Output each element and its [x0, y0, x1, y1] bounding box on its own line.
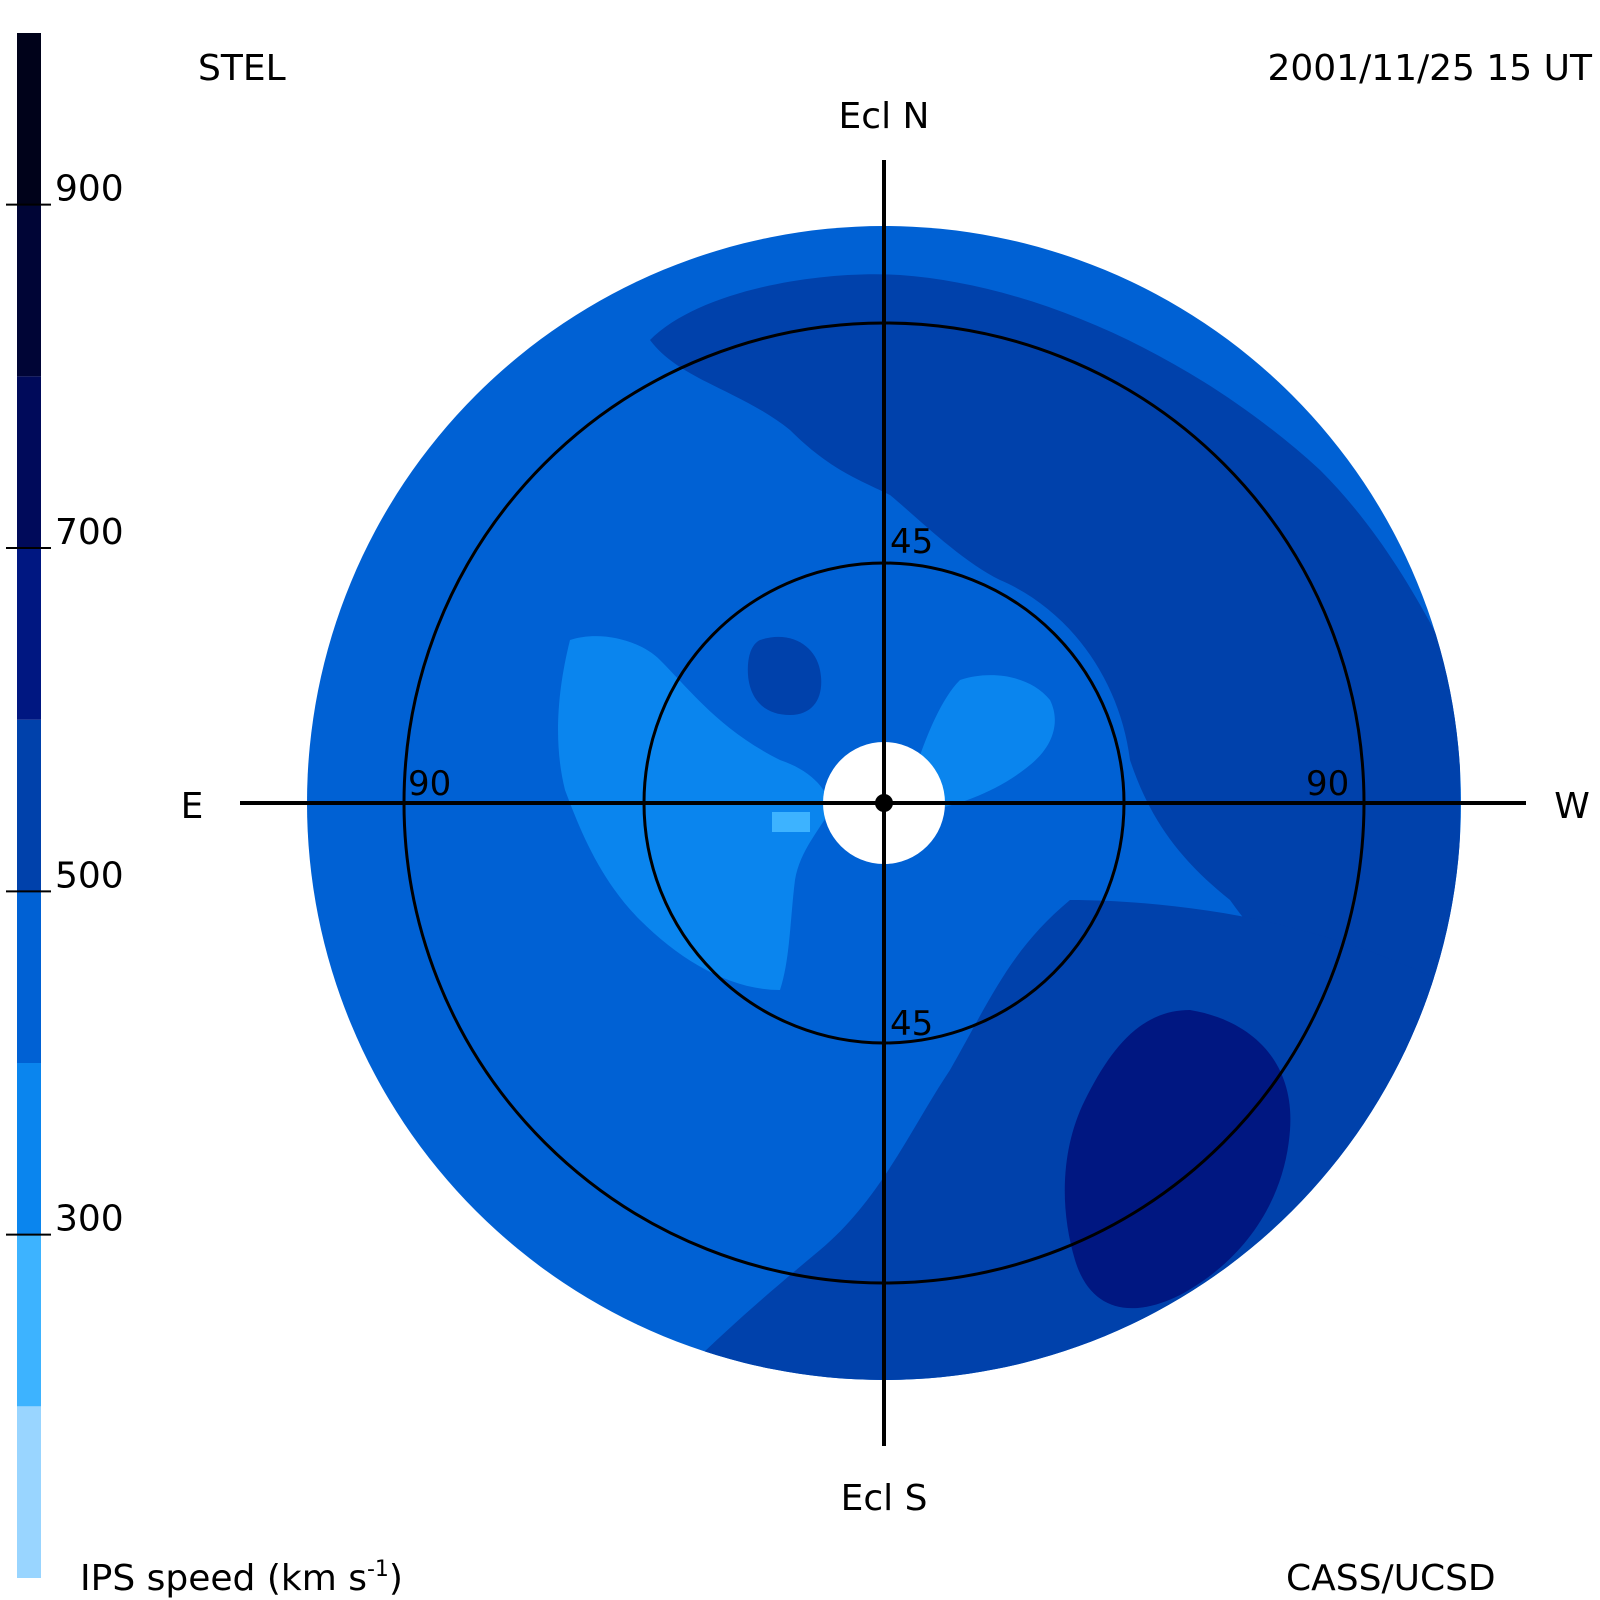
ring-label-90-west: 90 — [1306, 764, 1349, 804]
colorbar-segment — [17, 1234, 41, 1407]
colorbar-tick-label: 700 — [55, 512, 124, 553]
colorbar-segment — [17, 376, 41, 548]
ring-label-45-north: 45 — [890, 522, 933, 562]
colorbar-segment — [17, 719, 41, 892]
color-scale-bar — [17, 33, 41, 1578]
site-label: STEL — [198, 48, 286, 89]
direction-east: E — [181, 786, 204, 827]
colorbar-segment — [17, 1406, 41, 1578]
map-region-fast-stream — [1064, 1010, 1291, 1309]
map-region-slow-west — [910, 675, 1055, 810]
colorbar-segment — [17, 1063, 41, 1235]
colorbar-title: IPS speed (km s-1) — [80, 1557, 403, 1599]
ring-90-deg — [402, 321, 1366, 1285]
colorbar-title-close: ) — [389, 1558, 403, 1599]
colorbar-segment — [17, 204, 41, 377]
ring-label-90-east: 90 — [408, 764, 451, 804]
map-region-northwest-band — [650, 274, 1460, 1101]
direction-north: Ecl N — [839, 96, 930, 137]
map-region-northeast-patch — [747, 636, 822, 715]
colorbar-tick-label: 300 — [55, 1199, 124, 1240]
ring-label-45-south: 45 — [890, 1004, 933, 1044]
timestamp-label: 2001/11/25 15 UT — [1267, 48, 1593, 89]
direction-south: Ecl S — [841, 1478, 928, 1519]
colorbar-segment — [17, 548, 41, 720]
ring-45-deg — [642, 561, 1126, 1045]
colorbar-tick-label: 500 — [55, 855, 124, 896]
sun-center-dot — [875, 794, 893, 812]
colorbar-title-sup: -1 — [367, 1557, 389, 1582]
colorbar-segment — [17, 33, 41, 205]
direction-west: W — [1554, 786, 1590, 827]
colorbar-segment — [17, 891, 41, 1063]
credit-label: CASS/UCSD — [1286, 1558, 1496, 1599]
colorbar-tick-label: 900 — [55, 169, 124, 210]
map-region-speck — [772, 812, 810, 832]
map-region-slow-east — [558, 636, 830, 990]
colorbar-title-main: IPS speed (km s — [80, 1558, 367, 1599]
color-scale-ticks: 300 500 700 900 — [6, 169, 124, 1240]
